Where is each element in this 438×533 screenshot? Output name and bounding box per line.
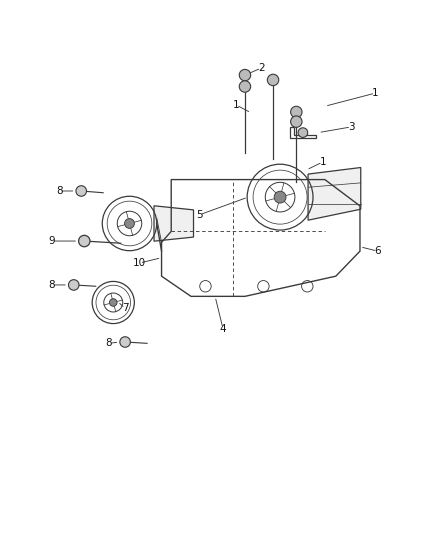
Circle shape bbox=[297, 128, 307, 138]
Text: 1: 1 bbox=[371, 88, 378, 98]
Text: 8: 8 bbox=[56, 186, 63, 196]
Circle shape bbox=[124, 219, 134, 228]
Text: 1: 1 bbox=[318, 157, 325, 167]
Circle shape bbox=[120, 337, 130, 348]
Text: 6: 6 bbox=[373, 246, 380, 256]
Text: 1: 1 bbox=[232, 100, 239, 110]
Text: 2: 2 bbox=[257, 63, 264, 73]
Circle shape bbox=[68, 280, 79, 290]
Polygon shape bbox=[307, 167, 360, 220]
Circle shape bbox=[78, 236, 90, 247]
Text: 8: 8 bbox=[105, 338, 112, 349]
Polygon shape bbox=[154, 206, 193, 241]
Circle shape bbox=[274, 191, 286, 203]
Circle shape bbox=[290, 106, 301, 118]
Text: 5: 5 bbox=[196, 209, 203, 220]
Circle shape bbox=[109, 298, 117, 306]
Circle shape bbox=[267, 74, 278, 86]
Text: 7: 7 bbox=[121, 303, 128, 313]
Circle shape bbox=[76, 185, 86, 196]
Circle shape bbox=[239, 81, 250, 92]
Circle shape bbox=[239, 69, 250, 81]
Text: 10: 10 bbox=[133, 258, 146, 268]
Text: 9: 9 bbox=[48, 236, 55, 246]
Text: 4: 4 bbox=[219, 324, 226, 334]
Text: 3: 3 bbox=[347, 122, 354, 132]
Text: 8: 8 bbox=[48, 280, 55, 290]
Circle shape bbox=[290, 116, 301, 127]
